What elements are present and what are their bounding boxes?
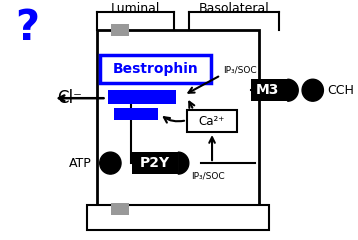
Polygon shape — [178, 152, 189, 174]
Bar — [87, 205, 269, 230]
Text: CCH: CCH — [327, 84, 354, 97]
Text: IP₃/SOC: IP₃/SOC — [191, 171, 224, 180]
Text: IP₃/SOC: IP₃/SOC — [223, 66, 256, 75]
Bar — [97, 30, 260, 205]
Text: M3: M3 — [256, 83, 279, 97]
Bar — [108, 90, 176, 104]
Text: ATP: ATP — [69, 157, 92, 170]
Text: Basolateral: Basolateral — [198, 2, 269, 15]
Polygon shape — [287, 79, 298, 101]
Text: Luminal: Luminal — [111, 2, 160, 15]
Text: P2Y: P2Y — [140, 156, 170, 170]
Text: Cl⁻: Cl⁻ — [57, 89, 82, 107]
Bar — [111, 203, 129, 215]
Circle shape — [100, 152, 121, 174]
Bar — [100, 55, 211, 83]
Bar — [111, 24, 129, 36]
Bar — [114, 108, 158, 120]
Circle shape — [302, 79, 323, 101]
Text: Ca²⁺: Ca²⁺ — [199, 115, 225, 128]
Text: ?: ? — [15, 7, 39, 49]
Text: Bestrophin: Bestrophin — [112, 62, 198, 76]
Bar — [132, 152, 178, 174]
Bar — [251, 79, 287, 101]
Bar — [187, 110, 237, 132]
